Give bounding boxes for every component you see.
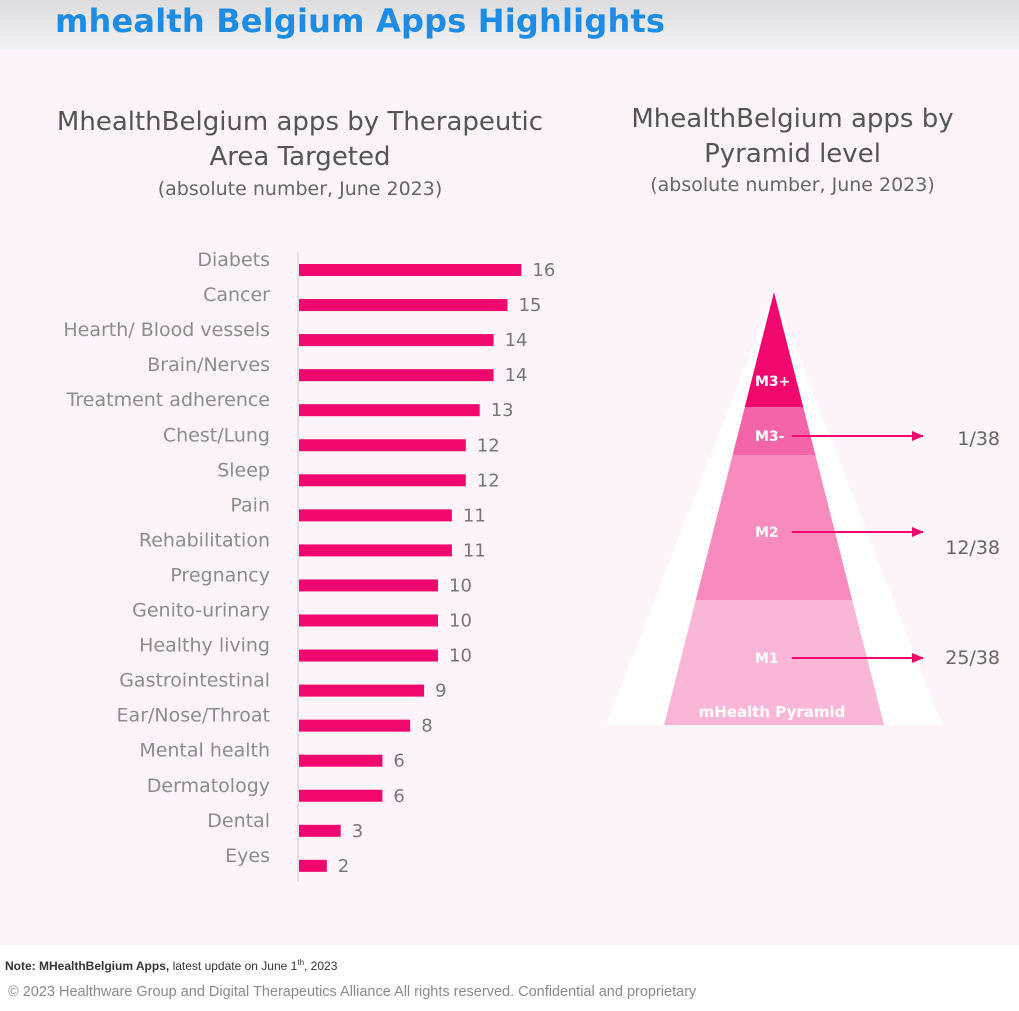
bar [299,439,466,452]
bar-value-label: 14 [505,365,528,386]
bar [299,824,341,837]
bar-value-label: 13 [491,400,514,421]
bar [299,684,425,697]
bar-value-label: 16 [532,260,555,281]
pyramid-level-label: M3- [755,429,785,445]
bar-category-label: Healthy living [139,635,270,657]
bar-value-label: 11 [463,505,486,526]
pyramid-count-label: 12/38 [945,537,1000,559]
pyramid-chart-title: MhealthBelgium apps by Pyramid level [631,104,954,169]
page-title: mhealth Belgium Apps Highlights [55,2,666,40]
bar-value-label: 12 [477,470,500,491]
bar-category-label: Rehabilitation [139,529,270,551]
bar-category-label: Mental health [139,740,270,762]
pyramid-count-label: 1/38 [957,428,1000,450]
bar-value-label: 10 [449,611,472,632]
bar-value-label: 15 [519,295,542,316]
bar [299,264,522,276]
bar-category-label: Chest/Lung [163,424,270,446]
bar [299,579,438,592]
bar [299,474,466,487]
bar-category-label: Dental [207,810,270,832]
bar [299,614,438,627]
bar [299,859,327,872]
bar-category-label: Treatment adherence [66,389,270,411]
bar-category-label: Pain [230,494,270,516]
bar-value-label: 9 [435,681,446,702]
bar-value-label: 11 [463,540,486,561]
pyramid-level-label: M2 [755,525,779,541]
pyramid-caption: mHealth Pyramid [699,703,846,721]
bar-value-label: 6 [393,786,404,807]
pyramid-level-m2 [695,455,853,600]
pyramid-level-label: M1 [755,651,779,667]
bar [299,649,438,662]
footer-note-sup: th [297,958,305,967]
bar-chart-title: MhealthBelgium apps by Therapeutic Area … [56,107,544,172]
footer-note-label: Note: MHealthBelgium Apps, [5,959,170,973]
bar-chart-subtitle: (absolute number, June 2023) [157,178,443,200]
pyramid-chart: M3+ M3- M2 M1 mHealth Pyramid 1/38 12/38 25/38 [606,292,1000,725]
bar-category-label: Pregnancy [170,564,270,586]
bar-category-label: Eyes [225,845,270,867]
pyramid-count-label: 25/38 [945,647,1000,669]
bar-category-label: Cancer [203,284,270,306]
pyramid-level-m3plus [744,292,804,407]
bar-category-label: Gastrointestinal [119,670,270,692]
bar-category-label: Diabets [197,249,270,271]
bar [299,404,480,417]
bar-chart: Diabets 16 Cancer 15 Hearth/ Blood vessels 14… [63,249,555,882]
bar-value-label: 10 [449,646,472,667]
bar-category-label: Brain/Nerves [147,354,270,376]
header-bar: mhealth Belgium Apps Highlights [0,0,1019,50]
bar [299,509,452,522]
bar-category-label: Hearth/ Blood vessels [63,319,270,341]
bar-value-label: 10 [449,575,472,596]
bar [299,544,452,557]
bar-category-label: Sleep [217,459,270,481]
bar-category-label: Genito-urinary [132,600,270,622]
pyramid-level-label: M3+ [755,374,790,390]
bar [299,334,494,347]
bar-value-label: 6 [393,751,404,772]
bar [299,789,383,802]
footer-note-year: , 2023 [304,959,338,973]
bar [299,299,508,312]
bar-value-label: 12 [477,435,500,456]
bar [299,754,383,767]
footer-note-text: latest update on June 1 [169,959,298,973]
bar-value-label: 8 [421,716,432,737]
bar-category-label: Dermatology [147,775,270,797]
pyramid-level-m3minus [732,407,816,455]
bar-value-label: 14 [505,330,528,351]
bar-category-label: Ear/Nose/Throat [117,705,270,727]
bar-value-label: 2 [338,856,349,877]
bar-value-label: 3 [352,821,363,842]
footer-copyright: © 2023 Healthware Group and Digital Ther… [8,984,697,1000]
pyramid-level-m1 [664,600,884,725]
pyramid-chart-subtitle: (absolute number, June 2023) [650,174,935,196]
bar [299,719,411,732]
footer-note: Note: MHealthBelgium Apps, latest update… [5,958,337,973]
bar [299,369,494,382]
